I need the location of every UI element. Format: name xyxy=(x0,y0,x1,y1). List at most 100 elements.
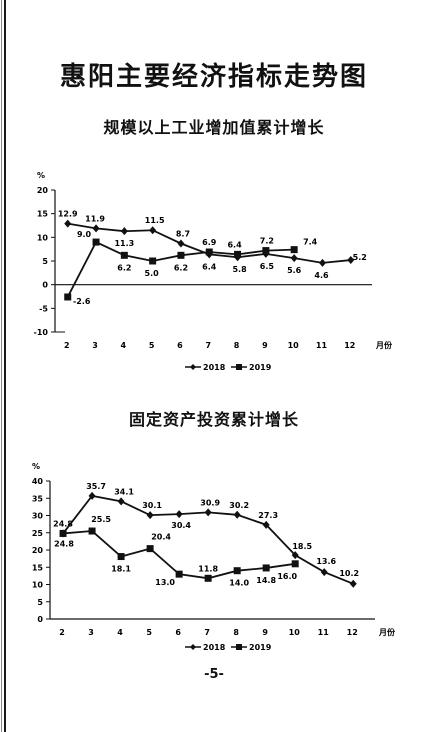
y-tick-label: 25 xyxy=(32,529,44,538)
data-point-2018 xyxy=(117,497,125,506)
x-axis-unit-label: 月份 xyxy=(378,627,396,637)
x-tick-label: 11 xyxy=(318,628,330,637)
x-tick-label: 3 xyxy=(92,341,98,350)
data-point-2018 xyxy=(318,258,326,267)
x-tick-label: 5 xyxy=(149,341,155,350)
x-tick-label: 12 xyxy=(347,628,358,637)
chart-fixed-asset-investment: % 0 5 10 15 20 25 30 35 40 2 3 4 5 6 7 8 9 10 11 12 月份 24.8 35.… xyxy=(32,462,396,652)
data-point-2019 xyxy=(205,248,213,256)
y-tick-label: 20 xyxy=(37,186,49,195)
data-label-2019: 5.0 xyxy=(145,269,160,278)
data-point-2018 xyxy=(64,219,72,228)
data-label-2018: 11.9 xyxy=(85,214,105,223)
data-label-2018: 5.6 xyxy=(287,266,302,275)
data-point-2018 xyxy=(146,511,154,520)
data-label-2018: 11.3 xyxy=(114,239,134,248)
data-label-2018: 4.6 xyxy=(314,271,329,280)
y-tick-label: 0 xyxy=(42,281,48,290)
x-tick-label: 12 xyxy=(344,341,355,350)
data-label-2018: 11.5 xyxy=(145,216,165,225)
x-tick-label: 2 xyxy=(64,341,70,350)
y-tick-label: 40 xyxy=(32,477,44,486)
data-label-2018: 35.7 xyxy=(86,482,106,491)
legend-label-2019: 2019 xyxy=(249,363,272,372)
y-axis-unit-label: % xyxy=(37,171,45,180)
data-label-2019: 6.4 xyxy=(227,240,242,249)
data-point-2018 xyxy=(262,520,270,529)
data-label-2018: 8.7 xyxy=(176,229,190,238)
y-tick-label: 30 xyxy=(32,512,44,521)
y-axis-unit-label: % xyxy=(32,462,40,471)
legend-marker-2018 xyxy=(190,644,196,650)
x-tick-label: 6 xyxy=(175,628,181,637)
data-label-2018: 30.9 xyxy=(200,498,220,507)
y-tick-label: 10 xyxy=(32,581,44,590)
x-tick-label: 9 xyxy=(262,341,268,350)
data-point-2018 xyxy=(177,239,185,248)
data-label-2019: 6.9 xyxy=(202,238,217,247)
data-point-2019 xyxy=(92,238,100,246)
data-label-2018: 13.6 xyxy=(316,557,336,566)
x-tick-label: 7 xyxy=(204,628,210,637)
chart-industrial-value-added: % -10 -5 0 5 10 15 20 2 3 4 5 6 7 8 9 10 11 12 月份 12.9 11.9 11… xyxy=(34,171,393,372)
x-tick-label: 11 xyxy=(316,341,328,350)
data-point-2019 xyxy=(149,257,157,265)
data-point-2019 xyxy=(59,529,67,537)
data-label-2019: 14.8 xyxy=(256,576,276,585)
data-point-2019 xyxy=(177,251,185,259)
x-tick-label: 9 xyxy=(262,628,268,637)
data-label-2019: 11.8 xyxy=(198,564,218,573)
data-label-2019: 6.2 xyxy=(174,263,188,272)
data-point-2019 xyxy=(262,564,270,572)
legend-label-2019: 2019 xyxy=(249,643,272,652)
data-point-2018 xyxy=(88,491,96,500)
data-point-2018 xyxy=(204,508,212,517)
x-tick-label: 10 xyxy=(289,628,301,637)
data-point-2018 xyxy=(149,226,157,235)
data-label-2018: 30.1 xyxy=(142,501,162,510)
y-tick-label: 35 xyxy=(32,494,44,503)
data-point-2019 xyxy=(234,250,242,258)
data-point-2018 xyxy=(290,254,298,263)
data-label-2019: 7.2 xyxy=(260,237,274,246)
data-point-2019 xyxy=(175,570,183,578)
legend-label-2018: 2018 xyxy=(203,363,226,372)
data-label-2019: 7.4 xyxy=(303,238,318,247)
data-label-2019: 20.4 xyxy=(151,533,171,542)
chart-title-fixed-asset: 固定资产投资累计增长 xyxy=(128,410,299,429)
data-point-2018 xyxy=(291,551,299,560)
page-title: 惠阳主要经济指标走势图 xyxy=(59,62,368,92)
legend-label-2018: 2018 xyxy=(203,643,226,652)
data-point-2018 xyxy=(175,510,183,519)
x-tick-label: 6 xyxy=(177,341,183,350)
x-tick-label: 8 xyxy=(234,341,240,350)
x-tick-label: 3 xyxy=(88,628,94,637)
x-tick-label: 4 xyxy=(121,341,127,350)
data-point-2019 xyxy=(146,545,154,553)
y-tick-label: 20 xyxy=(32,546,44,555)
data-point-2019 xyxy=(120,251,128,259)
legend-marker-2018 xyxy=(190,364,196,370)
x-tick-label: 7 xyxy=(205,341,211,350)
page-number: -5- xyxy=(204,667,224,682)
data-point-2018 xyxy=(92,224,100,233)
data-label-2018: 24.8 xyxy=(53,519,73,528)
data-point-2019 xyxy=(204,574,212,582)
y-tick-label: 10 xyxy=(37,233,49,242)
y-tick-label: 0 xyxy=(37,615,43,624)
data-label-2018: 27.3 xyxy=(258,511,278,520)
x-tick-label: 10 xyxy=(288,341,300,350)
y-tick-label: -5 xyxy=(39,304,48,313)
x-tick-label: 8 xyxy=(233,628,239,637)
data-label-2018: 34.1 xyxy=(114,487,134,496)
data-label-2019: 18.1 xyxy=(111,565,131,574)
data-point-2018 xyxy=(233,510,241,519)
x-axis-unit-label: 月份 xyxy=(375,340,393,350)
data-point-2018 xyxy=(349,579,357,588)
y-tick-label: -10 xyxy=(34,328,49,337)
data-label-2019: 9.0 xyxy=(77,230,92,239)
data-label-2019: 14.0 xyxy=(229,579,249,588)
data-label-2018: 12.9 xyxy=(58,210,78,219)
data-label-2019: -2.6 xyxy=(73,297,91,306)
